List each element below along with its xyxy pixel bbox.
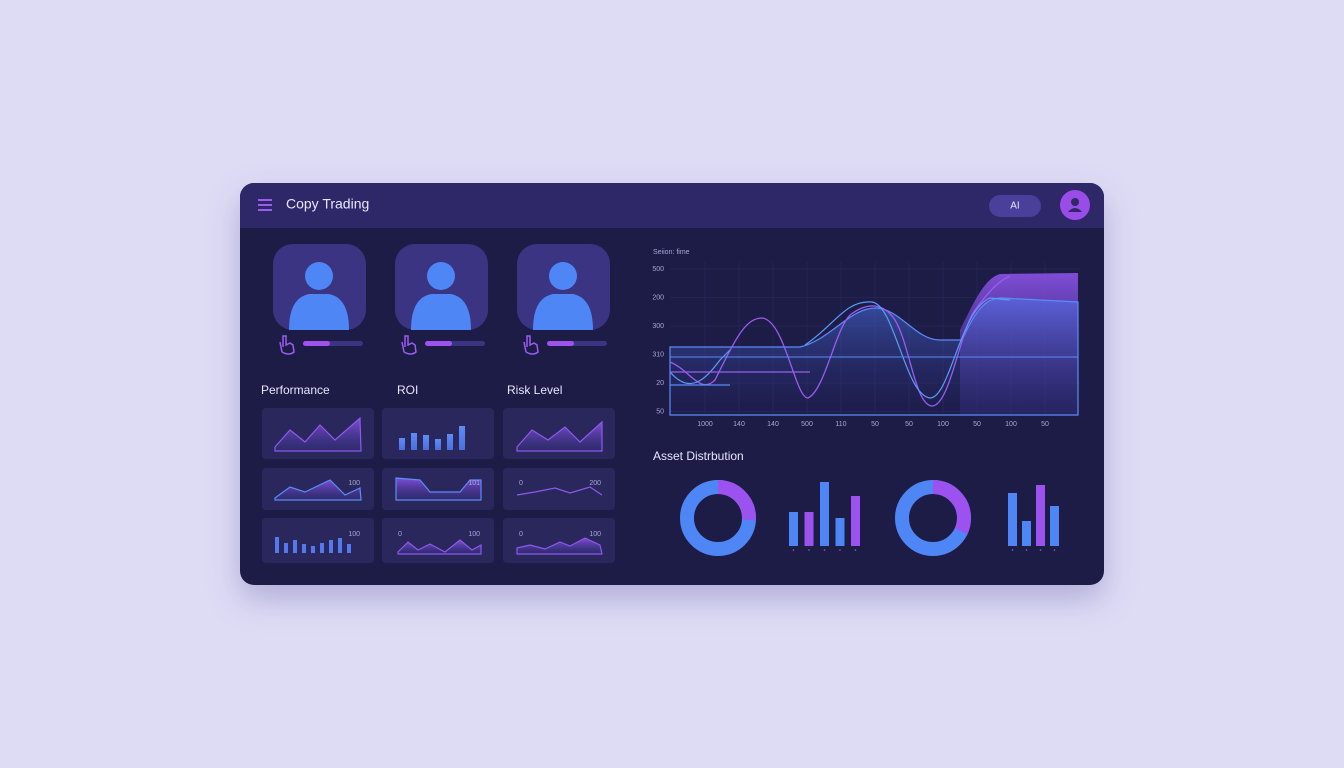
- x-axis-label: 110: [835, 421, 846, 428]
- ai-button[interactable]: [989, 195, 1041, 217]
- x-axis-label: 50: [905, 421, 913, 428]
- mini-chart-area: [274, 416, 362, 452]
- x-axis-label: 50: [973, 421, 981, 428]
- x-axis-label: 500: [801, 421, 813, 428]
- mini-bar: [329, 540, 333, 553]
- x-axis-label: 140: [733, 421, 745, 428]
- mini-chart-card[interactable]: [503, 518, 615, 563]
- line-purple: [669, 275, 1011, 407]
- header-bar: [240, 183, 1104, 228]
- line-blue: [669, 297, 1011, 399]
- x-axis-label: 1000: [697, 421, 713, 428]
- y-axis-label: 300: [652, 323, 664, 330]
- asset-bar: [1050, 506, 1059, 546]
- mini-chart-area: [516, 537, 603, 555]
- trader-head: [305, 262, 333, 290]
- mini-bar: [435, 439, 441, 450]
- mini-bar: [338, 538, 342, 553]
- mini-chart-label: 200: [589, 480, 601, 487]
- trader-body: [411, 294, 471, 330]
- mini-bar: [447, 434, 453, 450]
- bar-dot: [854, 549, 857, 551]
- mini-bar: [311, 546, 315, 553]
- mini-bar: [459, 426, 465, 450]
- mini-chart-area: [516, 420, 603, 452]
- progress-fill: [547, 341, 574, 346]
- asset-bar: [851, 496, 860, 546]
- y-axis-label: 310: [652, 351, 664, 358]
- trader-head: [549, 262, 577, 290]
- mini-chart-label: 0: [398, 531, 402, 538]
- mini-bar: [284, 543, 288, 553]
- bar-dot: [808, 549, 810, 551]
- section-title: Asset Distrbution: [653, 449, 744, 463]
- section-label: Performance: [261, 383, 330, 397]
- bar-dot: [792, 549, 795, 551]
- mini-bar: [293, 540, 297, 553]
- trader-body: [533, 294, 593, 330]
- x-axis-label: 100: [1005, 421, 1017, 428]
- progress-fill: [425, 341, 452, 346]
- bar-dot: [823, 549, 826, 551]
- bar-dot: [1011, 549, 1014, 551]
- copy-hand-icon[interactable]: [523, 335, 539, 355]
- mini-chart-label: 0: [519, 480, 523, 487]
- mini-bar: [302, 544, 306, 553]
- mini-chart-card[interactable]: [382, 518, 494, 563]
- bar-dot: [1039, 549, 1042, 551]
- mini-chart-label: 100: [348, 531, 360, 538]
- mini-bar: [399, 438, 405, 450]
- copy-hand-icon[interactable]: [401, 335, 417, 355]
- mini-bar: [411, 433, 417, 450]
- ai-button-label[interactable]: AI: [1010, 201, 1019, 212]
- mini-bar: [275, 537, 279, 553]
- mini-chart-area: [274, 479, 362, 501]
- trader-body: [289, 294, 349, 330]
- mini-chart-area: [516, 486, 603, 496]
- section-label: Risk Level: [507, 383, 562, 397]
- mini-chart-area: [397, 539, 482, 555]
- progress-fill: [303, 341, 330, 346]
- y-axis-label: 200: [652, 294, 664, 301]
- x-axis-label: 100: [937, 421, 949, 428]
- bar-dot: [1053, 549, 1056, 551]
- asset-bar: [1036, 485, 1045, 546]
- bar-dot: [839, 549, 841, 551]
- y-axis-label: 500: [652, 266, 664, 273]
- mini-chart-card[interactable]: [262, 518, 374, 563]
- x-axis-label: 50: [871, 421, 879, 428]
- copy-hand-icon[interactable]: [279, 335, 295, 355]
- menu-icon[interactable]: [258, 199, 272, 211]
- chart-title: Seiion: fime: [653, 249, 690, 256]
- asset-bar: [1008, 493, 1017, 546]
- asset-bar: [789, 512, 798, 546]
- x-axis-label: 140: [767, 421, 779, 428]
- asset-bar: [1022, 521, 1031, 546]
- donut-segment: [680, 480, 756, 556]
- mini-chart-label: 100: [589, 531, 601, 538]
- x-axis-label: 50: [1041, 421, 1049, 428]
- mini-bar: [347, 544, 351, 553]
- y-axis-label: 20: [656, 380, 664, 387]
- donut-segment: [895, 480, 971, 556]
- mini-chart-card[interactable]: [382, 408, 494, 459]
- y-axis-label: 50: [656, 408, 664, 415]
- bar-dot: [1025, 549, 1028, 551]
- asset-bar: [804, 512, 814, 546]
- mini-bar: [423, 435, 429, 450]
- mini-chart-area: [395, 477, 482, 501]
- mini-chart-label: 0: [519, 531, 523, 538]
- asset-bar: [820, 482, 829, 546]
- section-label: ROI: [397, 383, 418, 397]
- asset-bar: [835, 518, 845, 546]
- trader-head: [427, 262, 455, 290]
- mini-bar: [320, 543, 324, 553]
- mini-chart-label: 101: [468, 480, 480, 487]
- app-title: Copy Trading: [286, 196, 369, 212]
- mini-chart-label: 100: [348, 480, 360, 487]
- mini-chart-label: 100: [468, 531, 480, 538]
